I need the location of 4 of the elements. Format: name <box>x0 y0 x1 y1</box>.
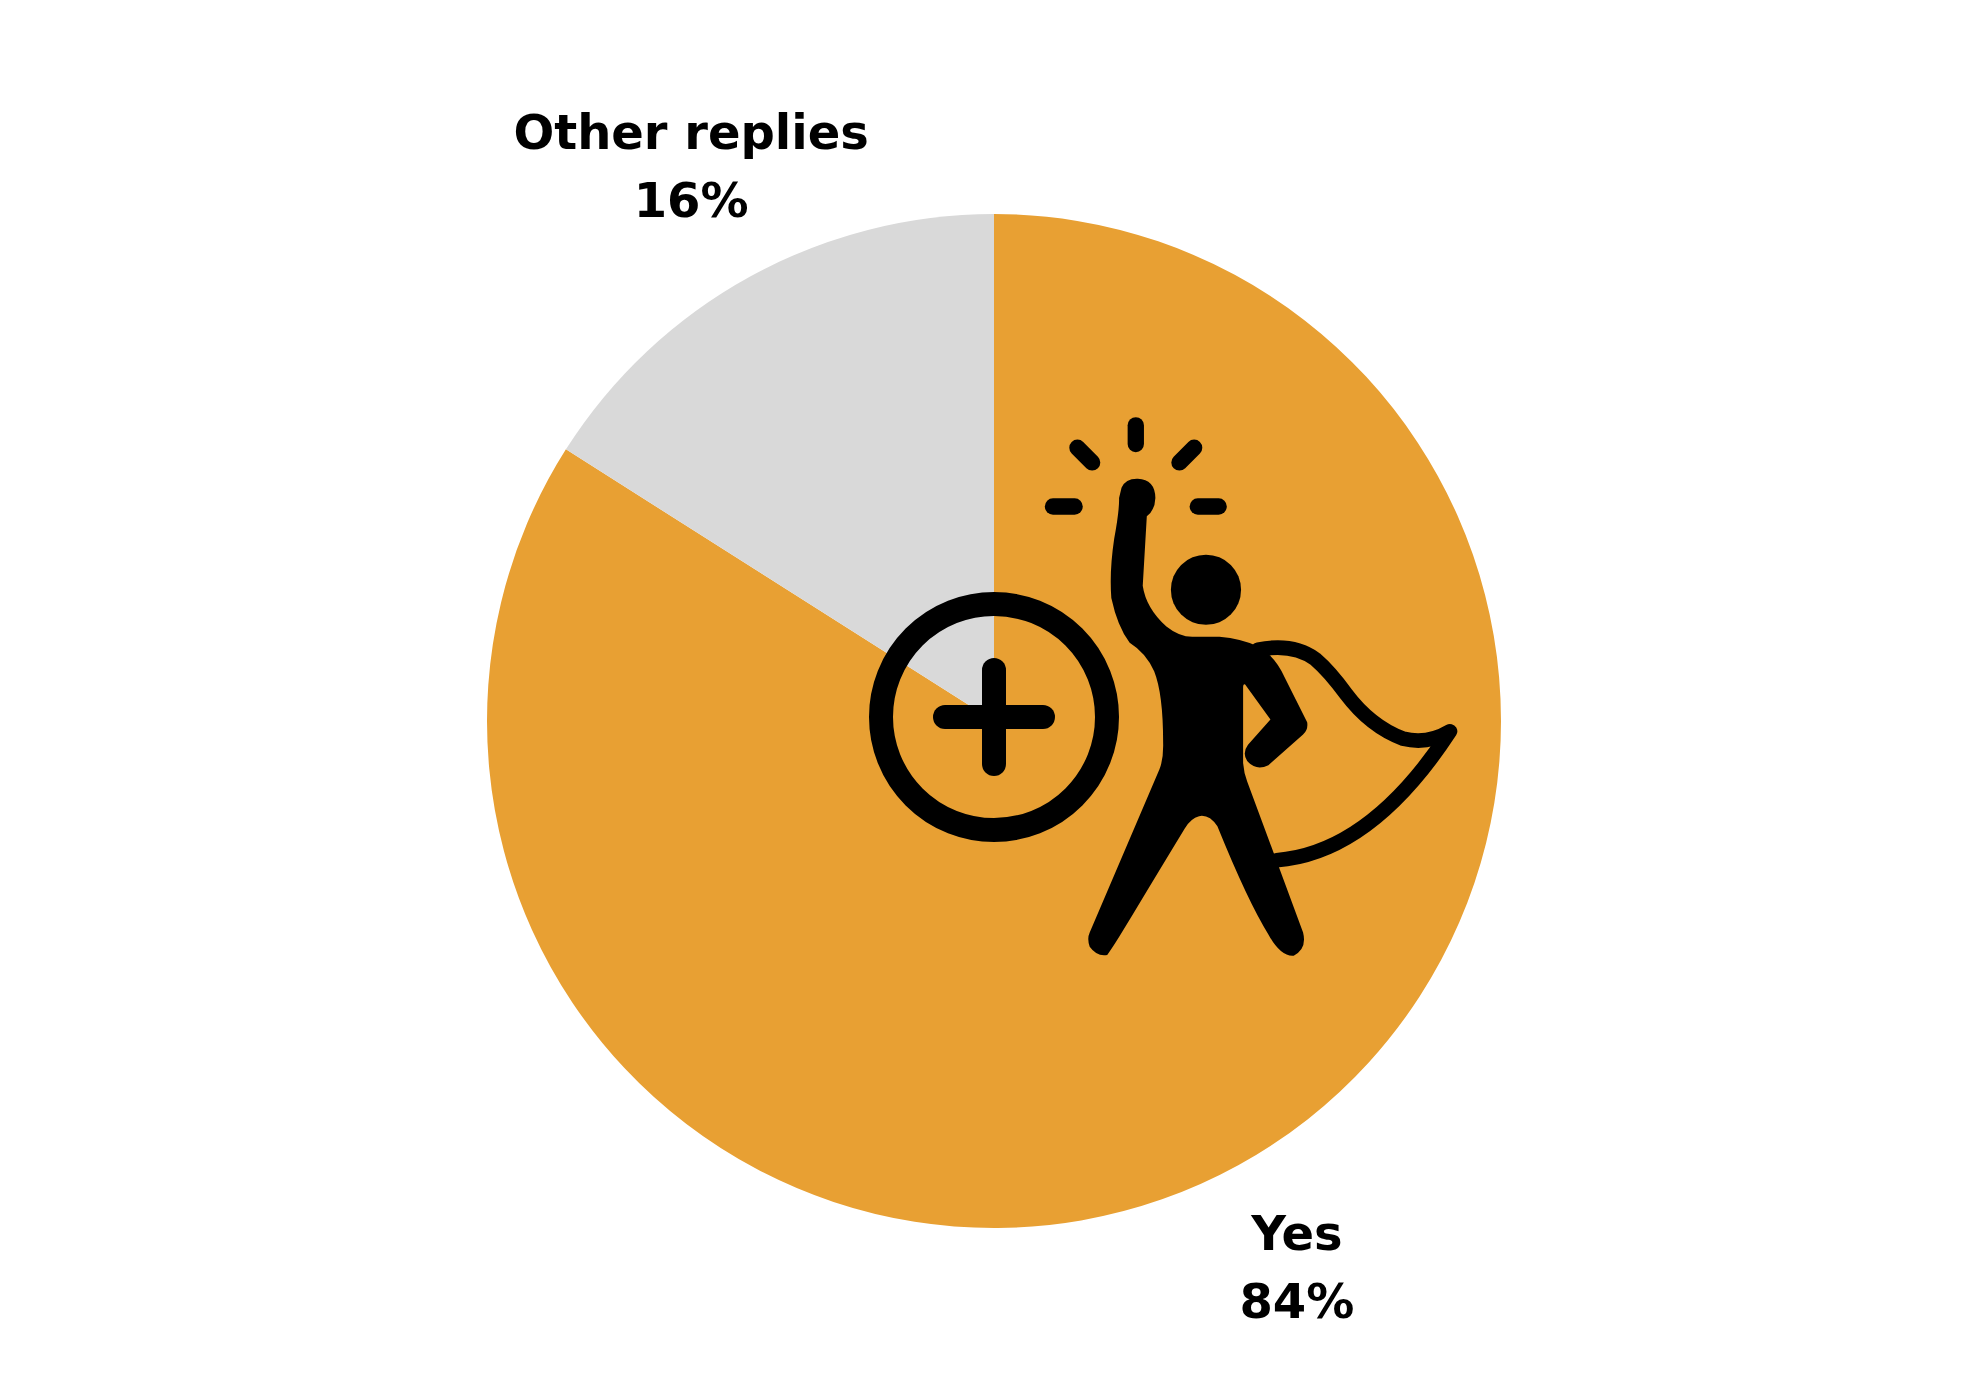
data-label: 16% <box>633 171 749 228</box>
slice-label: Yes <box>1250 1205 1343 1262</box>
data-label: 84% <box>1239 1273 1355 1330</box>
slice-label: Other replies <box>513 103 869 160</box>
